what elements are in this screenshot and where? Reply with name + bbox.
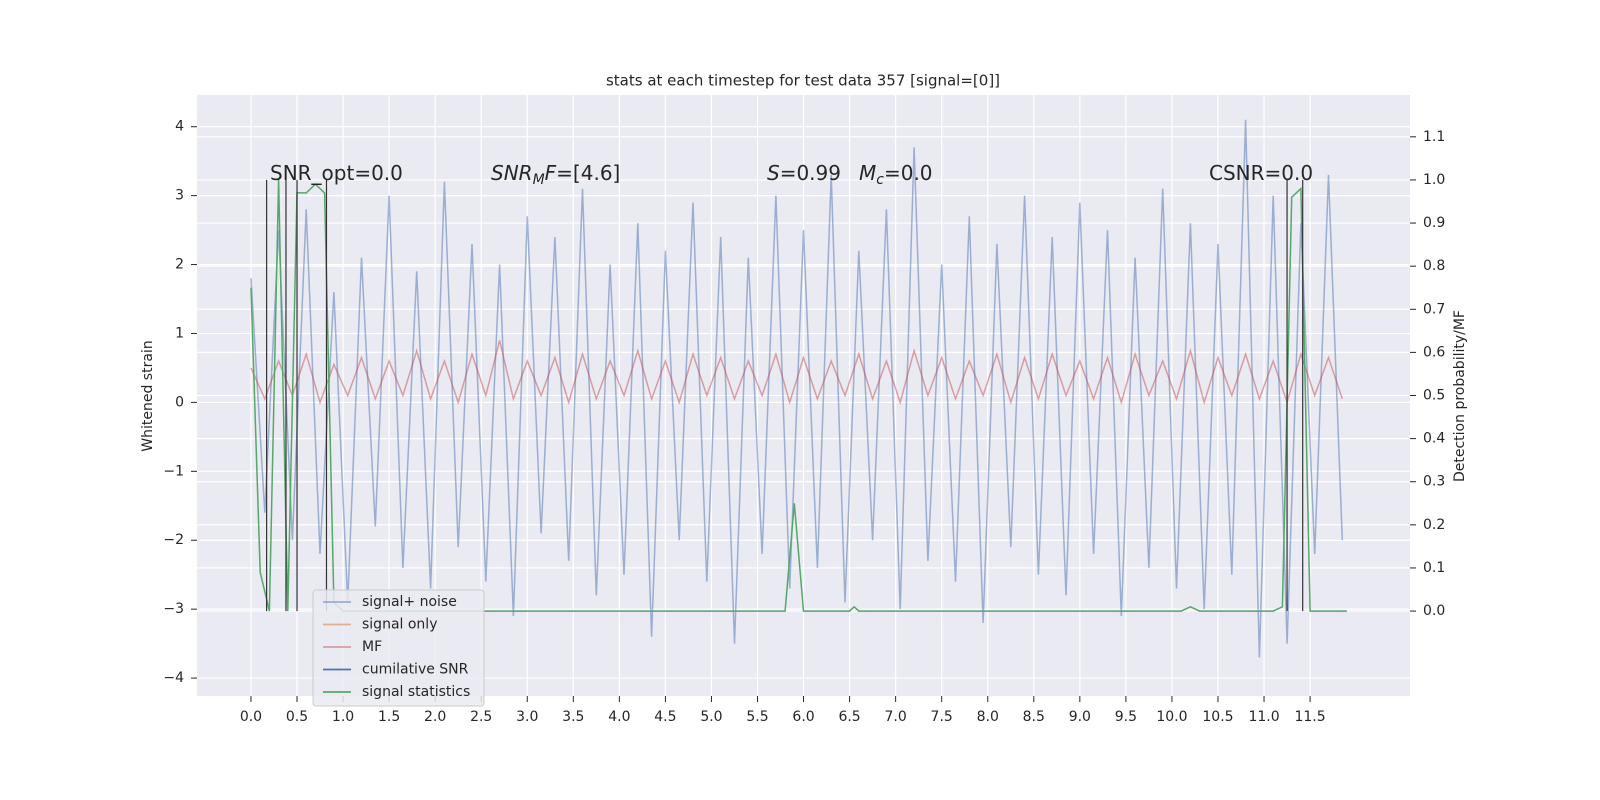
y-tick-label: −2 [163, 532, 184, 548]
x-tick-label: 1.0 [332, 709, 354, 725]
annotation-part: S [767, 161, 780, 185]
x-tick-label: 0.5 [286, 709, 308, 725]
y2-tick-label: 0.5 [1423, 388, 1445, 404]
x-tick-label: 6.5 [838, 709, 860, 725]
y-axis-label: Whitened strain [140, 340, 156, 451]
y2-tick-label: 0.4 [1423, 431, 1445, 447]
y-tick-label: −1 [163, 463, 184, 479]
x-tick-label: 5.5 [746, 709, 768, 725]
x-tick-label: 10.0 [1156, 709, 1187, 725]
y2-tick-label: 1.1 [1423, 129, 1445, 145]
y2-axis-label: Detection probability/MF [1452, 310, 1468, 482]
annotation-part: SNR_opt=0.0 [270, 161, 403, 185]
x-tick-label: 3.0 [516, 709, 538, 725]
x-tick-label: 11.5 [1294, 709, 1325, 725]
y-tick-label: 1 [175, 325, 184, 341]
y2-tick-label: 0.1 [1423, 560, 1445, 576]
x-tick-label: 10.5 [1202, 709, 1233, 725]
legend-label: MF [362, 639, 382, 655]
x-tick-label: 6.0 [792, 709, 814, 725]
x-tick-label: 0.0 [240, 709, 262, 725]
x-tick-label: 8.0 [977, 709, 999, 725]
x-tick-label: 3.5 [562, 709, 584, 725]
y-tick-label: 0 [175, 394, 184, 410]
y-tick-label: 4 [175, 119, 184, 135]
x-tick-label: 1.5 [378, 709, 400, 725]
annotation-part: =[4.6] [556, 161, 620, 185]
annotation: SNR_opt=0.0 [270, 161, 403, 185]
y-tick-label: −3 [163, 601, 184, 617]
x-tick-label: 2.5 [470, 709, 492, 725]
x-tick-label: 9.5 [1115, 709, 1137, 725]
x-tick-label: 9.0 [1069, 709, 1091, 725]
legend: signal+ noise signal only MF cumilative SNR… [312, 589, 485, 707]
legend-label: signal statistics [362, 684, 470, 700]
x-tick-label: 11.0 [1248, 709, 1279, 725]
x-tick-label: 7.0 [885, 709, 907, 725]
x-tick-label: 7.5 [931, 709, 953, 725]
y2-tick-label: 0.2 [1423, 517, 1445, 533]
series-line [250, 340, 1344, 406]
y2-tick-label: 0.0 [1423, 603, 1445, 619]
annotation-part: SNR [491, 161, 533, 185]
annotation-part: F [545, 161, 557, 185]
series-line [250, 119, 1344, 658]
annotation: S=0.99 [767, 161, 841, 185]
chart-title: stats at each timestep for test data 357… [606, 72, 1000, 90]
y2-tick-label: 0.3 [1423, 474, 1445, 490]
y-tick-label: −4 [163, 670, 184, 686]
y-tick-label: 2 [175, 257, 184, 273]
annotation: Mc=0.0 [859, 161, 933, 188]
x-tick-label: 5.0 [700, 709, 722, 725]
annotation-part: M [859, 161, 876, 185]
y2-tick-label: 0.8 [1423, 258, 1445, 274]
x-tick-label: 2.0 [424, 709, 446, 725]
annotation-part: M [533, 172, 545, 188]
annotation: SNRMF=[4.6] [491, 161, 620, 188]
y-tick-label: 3 [175, 188, 184, 204]
annotation: CSNR=0.0 [1209, 161, 1313, 185]
y2-tick-label: 0.6 [1423, 344, 1445, 360]
annotation-part: =0.0 [884, 161, 933, 185]
x-tick-label: 4.5 [654, 709, 676, 725]
legend-label: cumilative SNR [362, 662, 469, 678]
annotation-part: c [876, 172, 884, 188]
annotation-part: CSNR=0.0 [1209, 161, 1313, 185]
legend-label: signal+ noise [362, 594, 457, 610]
x-tick-label: 4.0 [608, 709, 630, 725]
y2-tick-label: 0.7 [1423, 301, 1445, 317]
annotation-part: =0.99 [780, 161, 841, 185]
y2-tick-label: 1.0 [1423, 172, 1445, 188]
legend-box [312, 589, 485, 707]
legend-label: signal only [362, 617, 437, 633]
series-line [250, 179, 1347, 612]
y2-tick-label: 0.9 [1423, 215, 1445, 231]
x-tick-label: 8.5 [1023, 709, 1045, 725]
